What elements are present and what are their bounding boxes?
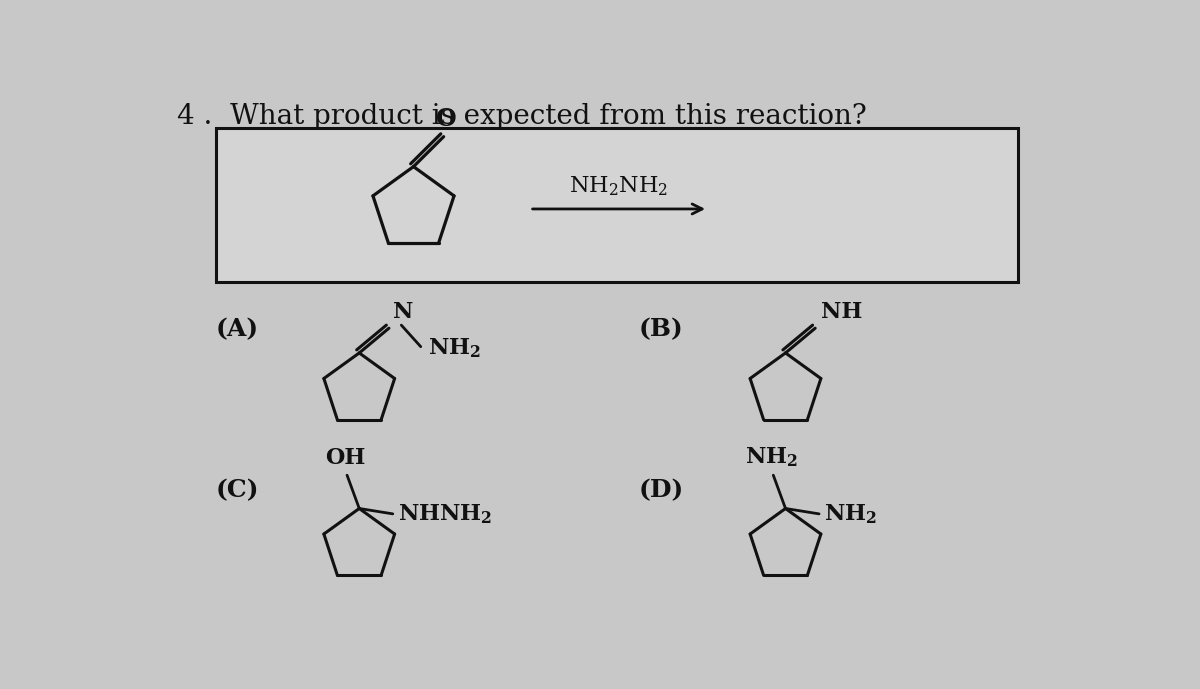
Text: $\mathregular{NH_2}$: $\mathregular{NH_2}$ — [745, 446, 798, 469]
Text: (A): (A) — [216, 317, 259, 341]
Text: 4 .  What product is expected from this reaction?: 4 . What product is expected from this r… — [178, 103, 866, 130]
Text: $\mathregular{NH_2}$: $\mathregular{NH_2}$ — [824, 503, 877, 526]
Text: (B): (B) — [638, 317, 683, 341]
Text: OH: OH — [325, 447, 366, 469]
Text: NH: NH — [821, 301, 862, 323]
Text: $\mathregular{NH_2NH_2}$: $\mathregular{NH_2NH_2}$ — [570, 174, 668, 198]
Text: $\mathregular{NH_2}$: $\mathregular{NH_2}$ — [427, 336, 481, 360]
Text: N: N — [392, 301, 413, 323]
Bar — [216, 128, 1018, 282]
Text: (D): (D) — [638, 478, 684, 502]
Text: O: O — [437, 107, 457, 130]
Text: (C): (C) — [216, 478, 259, 502]
Text: $\mathregular{NHNH_2}$: $\mathregular{NHNH_2}$ — [398, 503, 492, 526]
